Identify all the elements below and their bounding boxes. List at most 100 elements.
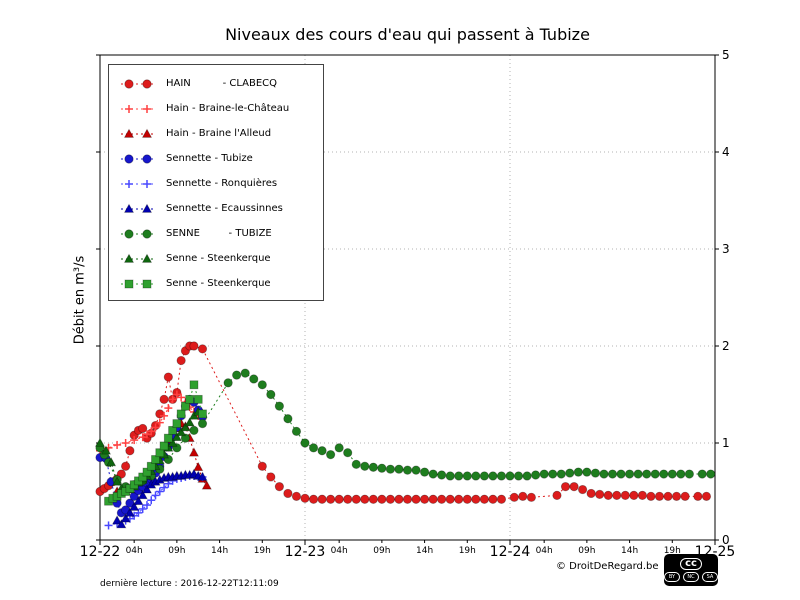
legend-item: Senne - Steenkerque: [119, 271, 323, 296]
x-tick-label-minor: 19h: [458, 546, 476, 556]
circle-marker: [377, 494, 387, 504]
circle-marker: [676, 469, 686, 479]
series-6: [95, 368, 716, 492]
circle-marker: [124, 228, 134, 239]
circle-marker: [612, 490, 622, 500]
circle-marker: [667, 469, 677, 479]
circle-marker: [671, 491, 682, 501]
x-tick-label-minor: 04h: [535, 546, 553, 556]
circle-marker: [334, 443, 344, 453]
x-tick-label-minor: 04h: [330, 546, 348, 556]
legend-marker-sample: [121, 104, 155, 113]
circle-marker: [121, 461, 131, 471]
square-marker: [146, 461, 156, 471]
square-marker: [181, 401, 190, 411]
legend-marker-sample: [121, 279, 155, 288]
circle-marker: [684, 469, 694, 479]
circle-marker: [326, 494, 336, 504]
circle-marker: [445, 494, 455, 504]
circle-marker: [176, 355, 186, 366]
circle-marker: [590, 468, 601, 478]
legend-item-label: Senne - Steenkerque: [166, 278, 271, 289]
circle-marker: [308, 494, 319, 504]
series-8: [104, 380, 207, 506]
circle-marker: [428, 494, 438, 504]
circle-marker: [300, 438, 310, 448]
circle-marker: [197, 344, 208, 354]
circle-marker: [343, 494, 353, 504]
circle-marker: [513, 471, 524, 481]
circle-marker: [142, 78, 152, 89]
circle-marker: [317, 446, 327, 456]
circle-marker: [163, 372, 173, 382]
circle-marker: [565, 468, 575, 478]
triangle-marker: [116, 519, 127, 529]
circle-marker: [419, 494, 430, 504]
legend-item: Sennette - Ecaussinnes: [119, 196, 323, 221]
triangle-marker: [100, 445, 112, 455]
triangle-marker: [129, 501, 140, 511]
circle-marker: [586, 488, 596, 499]
circle-marker: [637, 490, 647, 500]
circle-marker: [317, 494, 327, 504]
x-tick-label-major: 12-25: [694, 544, 736, 560]
circle-marker: [552, 490, 562, 500]
circle-marker: [680, 491, 690, 501]
circle-marker: [437, 470, 447, 480]
circle-marker: [706, 469, 716, 479]
circle-marker: [462, 471, 472, 481]
x-tick-label-major: 12-22: [79, 544, 121, 560]
circle-marker: [223, 378, 233, 388]
circle-marker: [240, 368, 250, 378]
circle-marker: [526, 492, 536, 502]
circle-marker: [411, 465, 421, 475]
series-line: [99, 393, 203, 452]
circle-marker: [155, 409, 165, 419]
circle-marker: [624, 469, 635, 479]
legend-item-label: SENNE - TUBIZE: [166, 228, 272, 239]
legend-item-label: Hain - Braine l'Alleud: [166, 128, 272, 139]
y-tick-label: 1: [722, 436, 730, 450]
triangle-marker: [133, 495, 144, 506]
circle-marker: [697, 469, 707, 479]
circle-marker: [189, 425, 199, 435]
circle-marker: [428, 469, 438, 479]
circle-marker: [411, 494, 421, 504]
circle-marker: [334, 494, 344, 504]
x-tick-label-minor: 19h: [253, 546, 271, 556]
circle-marker: [701, 491, 712, 501]
circle-marker: [377, 463, 387, 473]
circle-marker: [659, 469, 669, 479]
square-marker: [189, 380, 199, 390]
legend-item: Sennette - Ronquières: [119, 171, 323, 196]
circle-marker: [197, 418, 208, 429]
circle-marker: [125, 446, 135, 456]
circle-marker: [454, 494, 464, 504]
last-reading-text: dernière lecture : 2016-12-22T12:11:09: [100, 579, 279, 589]
circle-marker: [663, 491, 673, 501]
circle-marker: [539, 469, 549, 479]
triangle-marker: [167, 437, 178, 447]
circle-marker: [385, 494, 396, 504]
triangle-marker: [124, 507, 135, 517]
circle-marker: [266, 472, 276, 482]
legend-item: Hain - Braine l'Alleud: [119, 121, 323, 146]
legend-item-label: HAIN - CLABECQ: [166, 78, 278, 89]
triangle-marker: [188, 447, 200, 457]
circle-marker: [308, 443, 319, 453]
circle-marker: [642, 469, 652, 479]
circle-marker: [300, 493, 310, 503]
footer-status: dernière lecture : 2016-12-22T12:11:09 d…: [100, 557, 279, 600]
circle-marker: [607, 469, 618, 479]
legend-marker-sample: [121, 253, 155, 263]
circle-marker: [646, 491, 656, 501]
square-marker: [138, 472, 148, 482]
circle-marker: [616, 469, 626, 479]
circle-marker: [283, 414, 293, 424]
legend-item-label: Sennette - Tubize: [166, 153, 253, 164]
circle-marker: [471, 494, 481, 504]
legend-marker-sample: [121, 153, 155, 164]
square-marker: [176, 409, 186, 419]
circle-marker: [569, 482, 579, 492]
